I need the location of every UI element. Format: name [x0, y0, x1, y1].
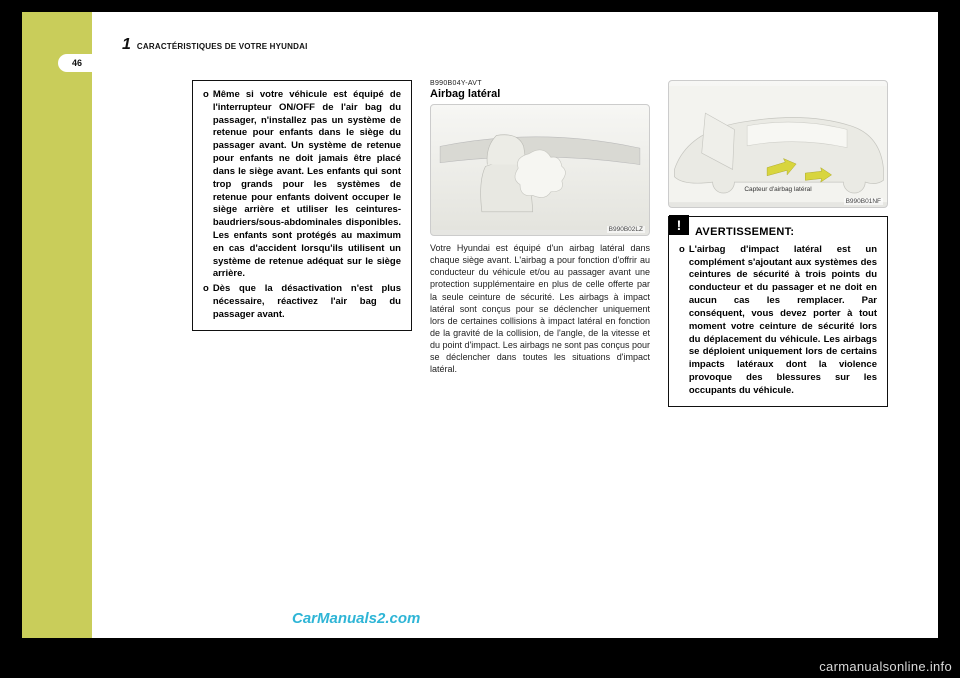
figure-side-airbag-interior: B990B02LZ: [430, 104, 650, 236]
page-number-tab: 46: [58, 54, 96, 72]
warning-body: L'airbag d'impact latéral est un complém…: [689, 244, 877, 398]
body-paragraph: Votre Hyundai est équipé d'un airbag lat…: [430, 242, 650, 376]
section-title: Airbag latéral: [430, 88, 650, 100]
column-3: Capteur d'airbag latéral B990B01NF ! AVE…: [668, 80, 888, 590]
column-1: o Même si votre véhicule est équipé de l…: [192, 80, 412, 590]
bullet-mark: o: [203, 89, 209, 281]
bullet-text: Même si votre véhicule est équipé de l'i…: [213, 89, 401, 281]
warning-icon: !: [669, 215, 689, 235]
figure-side-airbag-sensor: Capteur d'airbag latéral B990B01NF: [668, 80, 888, 208]
bullet-mark: o: [679, 244, 685, 398]
footer-domain: carmanualsonline.info: [819, 659, 952, 674]
bullet-item: o Même si votre véhicule est équipé de l…: [203, 89, 401, 281]
bullet-item: o Dès que la désactivation n'est plus né…: [203, 283, 401, 321]
chapter-title: CARACTÉRISTIQUES DE VOTRE HYUNDAI: [137, 42, 308, 51]
watermark-text: CarManuals2.com: [292, 610, 420, 627]
warning-header: ! AVERTISSEMENT:: [679, 225, 877, 240]
bullet-item: o L'airbag d'impact latéral est un compl…: [679, 244, 877, 398]
airbag-interior-illustration: [431, 105, 649, 235]
left-color-sidebar: [22, 12, 92, 638]
section-code: B990B04Y-AVT: [430, 80, 650, 87]
warning-title: AVERTISSEMENT:: [695, 225, 794, 240]
sensor-caption: Capteur d'airbag latéral: [744, 186, 811, 193]
figure-code: B990B01NF: [844, 198, 883, 205]
page-number: 46: [72, 58, 82, 68]
chapter-number: 1: [122, 36, 131, 54]
chapter-header: 1 CARACTÉRISTIQUES DE VOTRE HYUNDAI: [122, 36, 908, 54]
warning-mark: !: [677, 216, 682, 235]
figure-code: B990B02LZ: [607, 226, 645, 233]
manual-page: 46 1 CARACTÉRISTIQUES DE VOTRE HYUNDAI o…: [22, 12, 938, 638]
bullet-text: Dès que la désactivation n'est plus néce…: [213, 283, 401, 321]
bullet-mark: o: [203, 283, 209, 321]
column-2: B990B04Y-AVT Airbag latéral: [430, 80, 650, 590]
warning-box-left: o Même si votre véhicule est équipé de l…: [192, 80, 412, 331]
page-content: 46 1 CARACTÉRISTIQUES DE VOTRE HYUNDAI o…: [92, 12, 938, 638]
warning-box-right: ! AVERTISSEMENT: o L'airbag d'impact lat…: [668, 216, 888, 407]
three-column-layout: o Même si votre véhicule est équipé de l…: [192, 80, 888, 590]
